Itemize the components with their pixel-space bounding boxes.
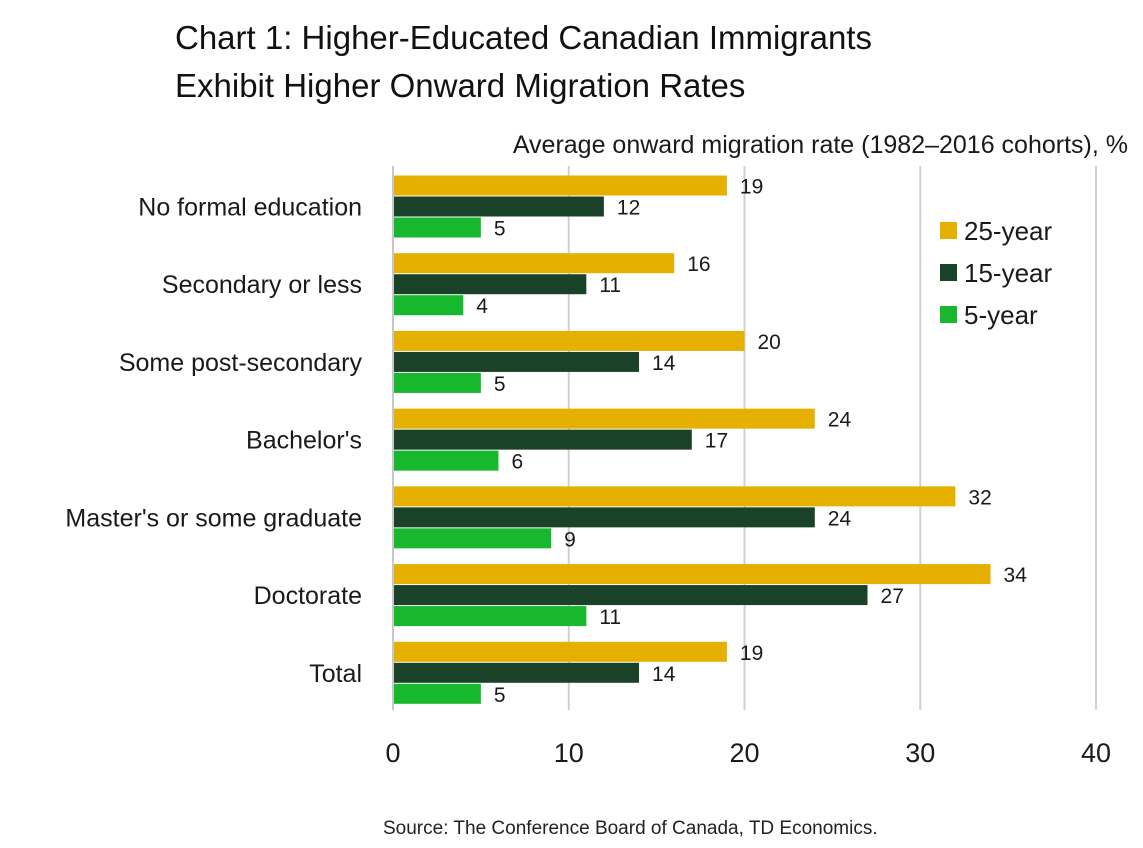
bar [393,408,815,429]
legend-label: 15-year [964,258,1052,288]
data-label: 4 [476,295,488,318]
bar [393,274,587,295]
chart-subtitle: Average onward migration rate (1982–2016… [513,131,1128,159]
data-label: 27 [881,585,904,608]
data-label: 16 [687,253,710,276]
bar [393,295,464,316]
chart-title: Chart 1: Higher-Educated Canadian Immigr… [175,14,872,110]
x-tick-label: 40 [1081,738,1111,768]
x-tick-label: 20 [729,738,759,768]
bar [393,662,640,683]
legend-swatch [940,264,957,281]
bar [393,507,815,528]
data-label: 11 [599,606,621,629]
data-label: 14 [652,663,676,686]
bar [393,564,991,585]
bar [393,528,552,549]
bar [393,253,675,274]
chart-title-line-2: Exhibit Higher Onward Migration Rates [175,67,746,104]
data-label: 9 [564,528,576,551]
chart-title-line-1: Chart 1: Higher-Educated Canadian Immigr… [175,19,873,56]
data-label: 14 [652,352,676,375]
bar [393,429,692,450]
bar [393,606,587,627]
legend-label: 5-year [964,300,1038,330]
category-label: Secondary or less [162,271,362,299]
bar [393,372,481,393]
bar [393,683,481,704]
data-label: 34 [1004,564,1028,587]
legend-label: 25-year [964,216,1052,246]
legend-swatch [940,222,957,239]
data-label: 5 [494,373,506,396]
data-label: 20 [758,331,781,354]
bar [393,486,956,507]
bar [393,351,640,372]
category-label: No formal education [138,194,362,222]
source-note: Source: The Conference Board of Canada, … [383,818,878,839]
category-label: Doctorate [254,582,362,610]
bar [393,175,727,196]
category-label: Total [309,660,362,688]
category-label: Some post-secondary [119,349,363,377]
x-tick-label: 0 [385,738,400,768]
bar [393,330,745,351]
bar [393,641,727,662]
data-label: 5 [494,684,506,707]
x-tick-label: 10 [554,738,584,768]
data-label: 12 [617,197,640,220]
bar [393,450,499,471]
data-label: 32 [968,486,991,509]
data-label: 11 [599,274,621,297]
bar [393,217,481,238]
data-label: 17 [705,430,728,453]
legend-swatch [940,306,957,323]
data-label: 6 [511,451,523,474]
data-label: 19 [740,642,763,665]
data-label: 5 [494,218,506,241]
category-label: Bachelor's [246,427,362,455]
data-label: 24 [828,409,852,432]
x-tick-label: 30 [905,738,935,768]
bar [393,196,604,217]
data-label: 24 [828,507,852,530]
bar [393,585,868,606]
category-label: Master's or some graduate [65,504,362,532]
data-label: 19 [740,176,763,199]
